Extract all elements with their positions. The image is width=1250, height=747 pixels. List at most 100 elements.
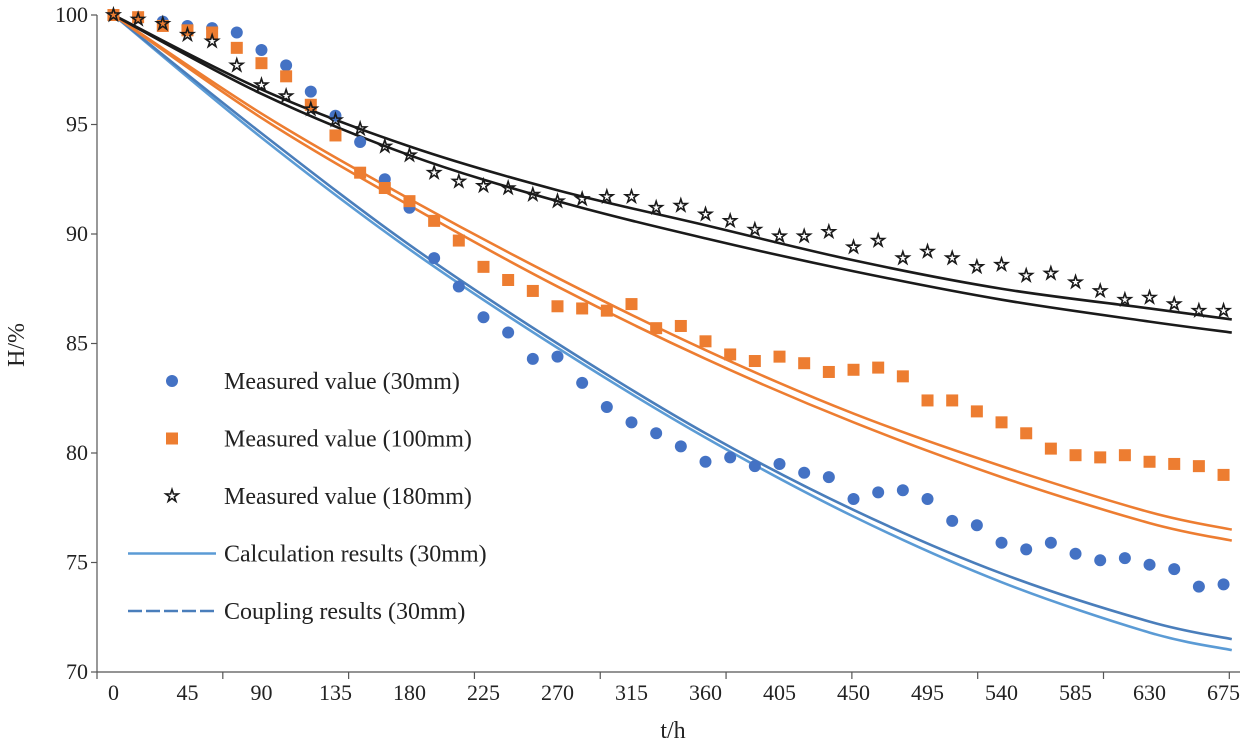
point-circle-0-29: [822, 471, 835, 484]
legend-label: Measured value (30mm): [224, 369, 460, 395]
point-circle-0-36: [995, 536, 1008, 549]
point-circle-0-15: [477, 311, 490, 324]
point-star-2-23: [672, 196, 690, 213]
point-square-1-1: [132, 11, 145, 24]
point-star-2-1: [129, 10, 147, 27]
y-tick-label: 70: [66, 659, 88, 684]
point-star-2-20: [598, 187, 616, 205]
y-tick-label: 100: [55, 2, 88, 27]
point-square-1-39: [1069, 449, 1082, 462]
legend-label: Measured value (100mm): [224, 427, 472, 453]
point-star-2-35: [968, 257, 986, 275]
point-circle-0-16: [502, 326, 515, 339]
point-square-1-22: [650, 322, 663, 335]
point-square-1-18: [551, 300, 564, 313]
x-tick-label: 675: [1207, 680, 1240, 705]
legend-label: Calculation results (30mm): [224, 542, 487, 568]
point-star-2-5: [228, 56, 246, 73]
point-square-1-24: [699, 335, 712, 348]
point-star-2-41: [1116, 290, 1134, 308]
point-square-1-10: [354, 166, 367, 179]
point-star-2-24: [696, 205, 715, 222]
point-star-2-10: [351, 119, 369, 137]
point-circle-0-17: [526, 352, 539, 365]
point-square-1-33: [921, 394, 934, 407]
point-square-1-42: [1143, 455, 1156, 468]
point-circle-0-32: [896, 484, 909, 497]
point-square-1-11: [378, 182, 391, 195]
point-square-1-31: [872, 361, 885, 374]
point-star-2-42: [1140, 288, 1159, 305]
point-circle-0-14: [452, 280, 465, 293]
y-tick-label: 90: [66, 221, 88, 246]
x-tick-label: 45: [176, 680, 198, 705]
point-star-2-2: [154, 14, 172, 32]
legend-layer: Measured value (30mm) Measured value (100…: [128, 369, 487, 625]
point-star-2-36: [992, 255, 1011, 273]
point-star-2-21: [622, 187, 641, 205]
point-square-1-25: [724, 348, 737, 361]
point-circle-0-23: [674, 440, 687, 453]
point-square-1-40: [1094, 451, 1107, 464]
point-square-1-26: [748, 355, 761, 368]
x-tick-label: 225: [467, 680, 500, 705]
point-square-1-12: [403, 195, 416, 208]
x-tick-label: 585: [1059, 680, 1092, 705]
point-star-2-12: [400, 146, 419, 163]
y-tick-label: 80: [66, 440, 88, 465]
point-square-1-27: [773, 350, 786, 363]
point-square-1-45: [1217, 468, 1230, 481]
point-square-1-6: [255, 57, 268, 70]
point-star-2-28: [795, 227, 813, 244]
x-axis-title: t/h: [660, 718, 685, 744]
x-tick-label: 90: [250, 680, 272, 705]
point-star-2-38: [1042, 264, 1060, 281]
point-star-2-32: [894, 248, 912, 266]
y-tick-label: 75: [66, 550, 88, 575]
point-star-2-14: [450, 172, 468, 189]
legend-swatch-circle: [166, 375, 178, 387]
point-square-1-5: [230, 41, 243, 54]
point-square-1-23: [674, 319, 687, 332]
point-circle-0-24: [699, 455, 712, 468]
point-circle-0-33: [921, 492, 934, 505]
point-star-2-31: [869, 231, 887, 248]
point-square-1-38: [1044, 442, 1057, 455]
point-square-1-15: [477, 260, 490, 273]
point-star-2-13: [425, 163, 443, 181]
point-square-1-14: [452, 234, 465, 247]
point-square-1-20: [600, 304, 613, 317]
x-tick-label: 0: [108, 680, 119, 705]
point-star-2-26: [746, 220, 764, 237]
x-tick-label: 360: [689, 680, 722, 705]
point-circle-0-25: [724, 451, 737, 464]
x-tick-label: 630: [1133, 680, 1166, 705]
point-star-2-45: [1214, 301, 1233, 319]
point-star-2-25: [721, 211, 739, 229]
point-circle-0-30: [847, 492, 860, 505]
point-square-1-32: [896, 370, 909, 383]
x-tick-label: 450: [837, 680, 870, 705]
point-circle-0-8: [304, 85, 317, 98]
point-square-1-28: [798, 357, 811, 370]
axes-layer: 70 75 80 85 90 95 100 0 45 90 135 180 225 270 315 360 40…: [55, 2, 1240, 705]
point-circle-0-26: [748, 460, 761, 473]
point-circle-0-6: [255, 44, 268, 57]
curve-180mm-4: [112, 13, 1232, 321]
point-star-2-37: [1017, 266, 1035, 283]
x-tick-label: 405: [763, 680, 796, 705]
point-star-2-7: [277, 86, 295, 104]
point-circle-0-27: [773, 457, 786, 470]
point-circle-0-35: [970, 519, 983, 532]
point-square-1-34: [946, 394, 959, 407]
x-tick-label: 315: [615, 680, 648, 705]
point-square-1-37: [1020, 427, 1033, 440]
curve-30mm-0: [112, 13, 1233, 652]
legend-swatch-square: [166, 432, 178, 445]
point-square-1-41: [1118, 449, 1131, 462]
point-star-2-44: [1190, 301, 1208, 319]
point-circle-0-5: [230, 26, 243, 39]
x-tick-label: 270: [541, 680, 574, 705]
